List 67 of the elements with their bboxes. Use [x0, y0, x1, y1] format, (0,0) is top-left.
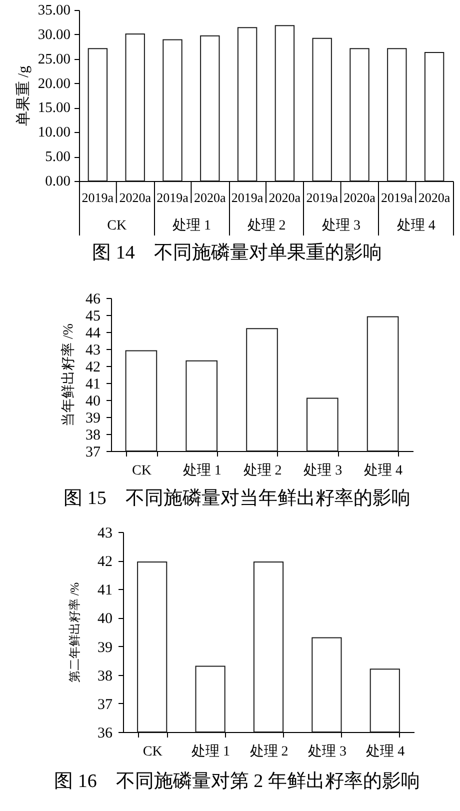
x-tick-label: 处理 4: [396, 218, 436, 234]
text: 2020a: [194, 190, 226, 205]
series-label: 2020a: [268, 190, 301, 205]
x-tick-label: 处理 2: [250, 744, 288, 760]
text: 图 16 不同施磷量对第 2 年鲜出籽率的影响: [54, 770, 420, 792]
bar: [424, 52, 444, 182]
y-tick-label: 20.00: [38, 76, 70, 92]
y-tick-label: 25.00: [38, 51, 70, 68]
y-tick-label: 40: [98, 611, 112, 628]
bar: [350, 48, 370, 182]
text: 2019a: [306, 190, 338, 205]
x-tick-label: 处理 3: [304, 462, 342, 478]
x-tick-label: CK: [142, 744, 162, 760]
text: 2019a: [156, 190, 188, 205]
y-tick-label: 37: [98, 696, 113, 713]
x-tick-label: 处理 2: [243, 462, 282, 478]
text: 2020a: [418, 190, 450, 205]
bar: [125, 33, 145, 182]
y-tick-label: 36: [98, 726, 113, 742]
x-tick-label: 处理 3: [308, 744, 346, 760]
x-tick-label: 处理 1: [182, 462, 222, 478]
y-tick-label: 42: [98, 554, 112, 570]
bar: [237, 27, 258, 182]
x-tick-label: 处理 3: [322, 218, 361, 234]
y-tick-label: 5.00: [45, 149, 70, 166]
text: 2019a: [231, 190, 264, 205]
bar: [274, 25, 295, 182]
bar: [200, 35, 220, 182]
x-tick-label: CK: [132, 464, 152, 478]
y-tick-label: 30.00: [38, 26, 70, 43]
x-tick-label: 处理 1: [192, 744, 230, 760]
y-tick-label: 45: [86, 308, 100, 324]
x-tick-label: CK: [107, 218, 127, 234]
y-tick-label: 42: [86, 360, 100, 376]
text: 图 14 不同施磷量对单果重的影响: [92, 242, 382, 264]
y-tick-label: 39: [86, 410, 100, 426]
text: 2020a: [119, 190, 151, 205]
y-tick-label: 40: [86, 394, 100, 410]
x-tick-label: 处理 4: [364, 462, 403, 478]
x-tick-label: 处理 1: [172, 218, 211, 234]
y-tick-label: 39: [98, 640, 112, 656]
y-tick-label: 15.00: [38, 100, 70, 116]
y-tick-label: 10.00: [38, 124, 70, 141]
y-tick-label: 0.00: [45, 174, 70, 190]
y-tick-label: 43: [98, 526, 112, 542]
y-tick-label: 35.00: [38, 2, 70, 18]
y-axis-title: 单果重 /g: [14, 65, 32, 126]
y-tick-label: 43: [86, 342, 100, 358]
y-tick-label: 44: [86, 326, 101, 342]
y-tick-label: 38: [86, 428, 100, 444]
y-tick-label: 41: [98, 582, 112, 599]
x-tick-label: 处理 2: [247, 218, 286, 234]
text: 图 15 不同施磷量对当年鲜出籽率的影响: [64, 487, 410, 509]
y-tick-label: 41: [86, 376, 100, 392]
text: 2020a: [344, 190, 376, 205]
text: 2019a: [381, 190, 413, 205]
y-tick-label: 38: [98, 668, 112, 684]
series-label: 2019a: [82, 190, 114, 205]
bar: [88, 48, 108, 182]
y-axis-title: 第二年鲜出籽率 /%: [68, 582, 82, 683]
bar: [387, 48, 407, 182]
y-axis-title: 当年鲜出籽率 /%: [60, 323, 76, 427]
y-tick-label: 46: [86, 292, 101, 308]
x-tick-label: 处理 4: [366, 744, 405, 760]
bar: [312, 38, 332, 182]
bar: [162, 39, 182, 182]
y-tick-label: 37: [86, 444, 101, 460]
